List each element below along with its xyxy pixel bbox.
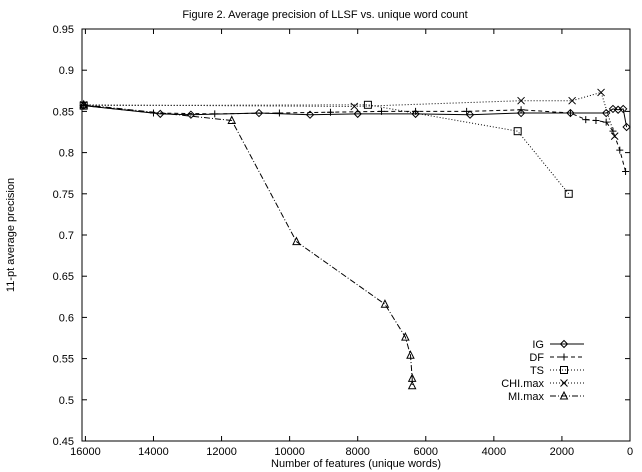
y-tick-label: 0.85 [53, 106, 74, 118]
data-point [305, 110, 315, 119]
series-mi-max [79, 99, 417, 390]
y-tick-label: 0.55 [53, 354, 74, 366]
data-point [211, 110, 219, 118]
data-point [79, 99, 89, 109]
legend-label: DF [529, 352, 544, 364]
y-tick-label: 0.65 [53, 271, 74, 283]
legend-item: MI.max [508, 390, 584, 403]
data-point [326, 108, 334, 116]
series-ts [79, 100, 573, 198]
x-tick-label: 12000 [206, 446, 237, 458]
data-point [602, 118, 610, 126]
data-point [608, 104, 618, 114]
x-tick-label: 14000 [138, 446, 169, 458]
data-point [292, 236, 301, 246]
data-point [566, 109, 574, 117]
x-tick-label: 8000 [345, 446, 369, 458]
legend-item: DF [529, 352, 584, 364]
data-point [609, 127, 617, 135]
y-tick-label: 0.95 [53, 24, 74, 36]
data-point [380, 299, 390, 308]
x-tick-label: 10000 [274, 446, 305, 458]
data-point [616, 146, 624, 154]
data-point [517, 106, 525, 114]
legend-label: CHI.max [501, 378, 544, 390]
y-tick-label: 0.75 [53, 189, 74, 201]
data-point [516, 108, 526, 118]
data-point [406, 350, 415, 359]
x-tick-label: 6000 [414, 446, 438, 458]
data-point [601, 108, 611, 118]
data-point [463, 107, 471, 115]
legend-label: MI.max [508, 391, 545, 403]
legend-item: IG [532, 339, 584, 351]
data-point [568, 96, 576, 105]
data-point [592, 116, 600, 124]
chart-title: Figure 2. Average precision of LLSF vs. … [182, 9, 467, 21]
data-point [350, 102, 359, 111]
y-tick-label: 0.5 [59, 395, 74, 407]
data-point [622, 168, 630, 176]
y-axis-label: 11-pt average precision [5, 178, 17, 292]
legend-marker [559, 339, 569, 349]
data-point [622, 122, 631, 132]
data-point [610, 132, 619, 140]
series-line [83, 104, 413, 386]
data-point [517, 96, 525, 105]
legend-marker [559, 390, 569, 400]
plot-frame [81, 28, 631, 442]
data-point [564, 189, 573, 198]
legend-marker [560, 353, 568, 361]
series-line [83, 91, 616, 137]
y-tick-label: 0.45 [53, 436, 74, 448]
data-point [254, 108, 264, 118]
x-tick-label: 0 [627, 446, 633, 458]
data-point [149, 109, 157, 117]
series-df [80, 102, 630, 176]
legend-item: CHI.max [501, 378, 584, 390]
data-point [618, 104, 628, 114]
data-point [582, 116, 590, 124]
legend-marker [560, 366, 568, 374]
series-group [79, 88, 631, 390]
legend-label: IG [532, 339, 544, 351]
x-axis-label: Number of features (unique words) [271, 458, 441, 470]
legend-item: TS [530, 365, 584, 377]
x-tick-label: 2000 [550, 446, 574, 458]
series-line [83, 105, 627, 172]
x-tick-label: 16000 [70, 446, 101, 458]
series-ig [79, 101, 631, 132]
legend-marker [560, 379, 568, 387]
series-line [83, 105, 628, 128]
data-point [353, 109, 362, 119]
data-point [363, 100, 372, 109]
data-point [401, 332, 410, 341]
data-point [378, 107, 386, 115]
y-tick-label: 0.7 [59, 230, 74, 242]
plot-area [81, 28, 631, 442]
series-line [83, 104, 570, 195]
y-tick-label: 0.9 [59, 65, 74, 77]
data-point [465, 110, 475, 119]
y-tick-label: 0.8 [59, 148, 74, 160]
y-tick-label: 0.6 [59, 312, 74, 324]
data-point [513, 127, 522, 136]
data-point [407, 380, 417, 390]
data-point [227, 115, 237, 124]
x-tick-label: 4000 [482, 446, 506, 458]
axis-ticks: 16000 14000 12000 10000 8000 6000 4000 2000 0 0.4… [53, 24, 633, 458]
data-point [412, 107, 420, 115]
legend-label: TS [530, 365, 544, 377]
data-point [597, 88, 605, 97]
data-point [275, 109, 283, 117]
